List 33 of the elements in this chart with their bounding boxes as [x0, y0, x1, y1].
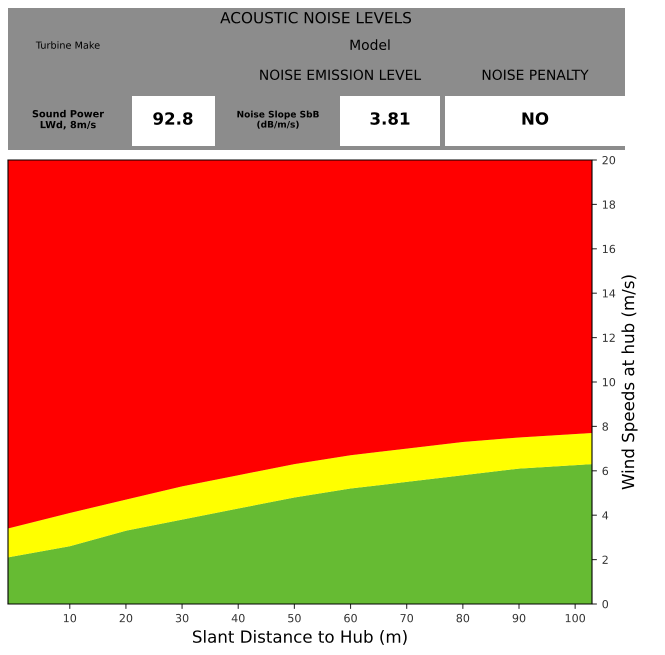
text: Noise Slope SbB (dB/m/s) — [237, 110, 319, 129]
y-tick-label: 20 — [602, 156, 616, 164]
y-tick-label: 12 — [602, 334, 615, 342]
text: 3.81 — [370, 112, 410, 125]
x-tick-label: 100 — [566, 614, 586, 622]
x-tick-label: 20 — [120, 614, 132, 622]
text: NOISE PENALTY — [482, 70, 589, 80]
text: NO — [522, 112, 548, 125]
y-tick-label: 4 — [602, 511, 608, 520]
x-tick-label: 30 — [176, 614, 188, 622]
x-tick-label: 60 — [344, 614, 357, 622]
y-tick-label: 2 — [602, 556, 608, 564]
text: Sound Power LWd, 8m/s — [32, 110, 104, 130]
x-tick-label: 10 — [64, 614, 76, 622]
text: Model — [350, 39, 390, 50]
y-tick-label: 10 — [602, 378, 616, 386]
y-tick-label: 14 — [602, 289, 616, 298]
y-tick-label: 8 — [602, 422, 608, 431]
text: 92.8 — [153, 112, 193, 125]
x-tick-label: 90 — [512, 614, 526, 622]
x-tick-label: 40 — [232, 614, 245, 622]
y-tick-label: 18 — [602, 200, 616, 209]
chart-title: ACOUSTIC NOISE LEVELS — [220, 12, 412, 24]
y-tick-label: 0 — [602, 600, 608, 608]
x-tick-label: 80 — [456, 614, 470, 622]
x-tick-label: 70 — [400, 614, 414, 622]
x-tick-label: 50 — [288, 614, 301, 622]
text: Turbine Make — [36, 41, 100, 49]
x-axis-title: Slant Distance to Hub (m) — [192, 630, 407, 645]
y-tick-label: 6 — [602, 466, 608, 476]
y-tick-label: 16 — [602, 244, 616, 254]
y-axis-title: Wind Speeds at hub (m/s) — [621, 275, 638, 490]
text: NOISE EMISSION LEVEL — [260, 70, 422, 80]
